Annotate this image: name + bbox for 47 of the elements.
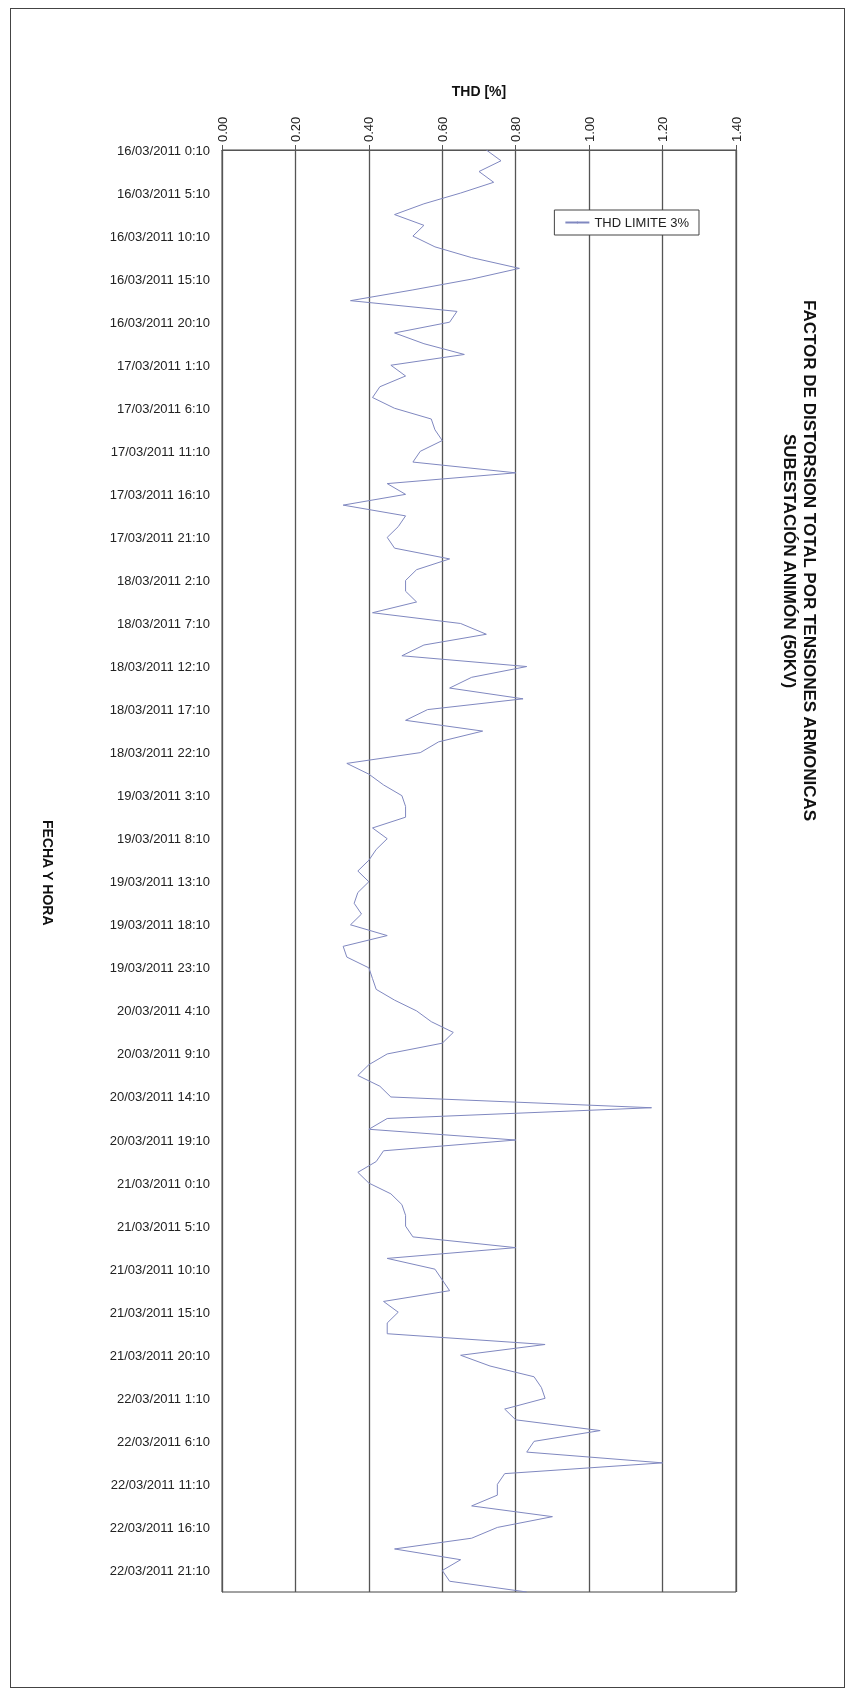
y-tick-label: 16/03/2011 20:10 (109, 314, 210, 330)
y-tick-label: 22/03/2011 21:10 (109, 1562, 210, 1578)
y-tick-label: 21/03/2011 15:10 (109, 1304, 210, 1320)
y-tick-label: 18/03/2011 17:10 (109, 702, 210, 718)
x-tick-label: 0.40 (361, 116, 377, 142)
x-tick-label: 1.20 (655, 116, 671, 142)
y-tick-label: 19/03/2011 3:10 (116, 788, 210, 804)
y-tick-label: 20/03/2011 9:10 (116, 1046, 210, 1062)
y-tick-label: 18/03/2011 22:10 (109, 745, 210, 761)
y-tick-label: 22/03/2011 16:10 (109, 1519, 210, 1535)
y-tick-label: 17/03/2011 21:10 (109, 529, 210, 545)
y-tick-label: 18/03/2011 2:10 (116, 572, 210, 588)
y-tick-label: 18/03/2011 7:10 (116, 615, 210, 631)
y-tick-label: 16/03/2011 5:10 (116, 185, 210, 201)
y-tick-label: 16/03/2011 10:10 (109, 228, 210, 244)
y-axis-title: FECHA Y HORA (40, 820, 56, 926)
y-tick-label: 21/03/2011 20:10 (109, 1347, 210, 1363)
y-tick-label: 20/03/2011 4:10 (116, 1003, 210, 1019)
y-tick-label: 19/03/2011 18:10 (109, 917, 210, 933)
x-axis-title: THD [%] (451, 83, 507, 99)
y-tick-label: 22/03/2011 6:10 (116, 1433, 210, 1449)
y-tick-label: 17/03/2011 11:10 (110, 443, 210, 459)
y-tick-label: 17/03/2011 1:10 (116, 357, 210, 373)
y-tick-label: 20/03/2011 14:10 (109, 1089, 210, 1105)
x-tick-label: 0.80 (508, 116, 524, 142)
x-tick-label: 0.20 (287, 116, 303, 142)
text: SUBESTACIÓN ANIMÓN (50KV) (779, 432, 799, 690)
y-tick-label: 21/03/2011 10:10 (109, 1261, 210, 1277)
y-tick-label: 19/03/2011 13:10 (109, 874, 210, 890)
y-tick-label: 22/03/2011 1:10 (116, 1390, 210, 1406)
y-tick-label: 19/03/2011 23:10 (109, 960, 210, 976)
y-tick-label: 19/03/2011 8:10 (116, 831, 210, 847)
y-tick-label: 20/03/2011 19:10 (109, 1132, 210, 1148)
y-tick-label: 21/03/2011 5:10 (116, 1218, 210, 1234)
y-tick-label: 17/03/2011 16:10 (109, 486, 210, 502)
text: FACTOR DE DISTORSION TOTAL POR TENSIONES ARMONICAS (799, 300, 819, 822)
y-tick-label: 21/03/2011 0:10 (116, 1175, 210, 1191)
y-tick-label: 16/03/2011 0:10 (116, 142, 210, 158)
x-tick-label: 1.40 (728, 116, 744, 142)
y-tick-label: 16/03/2011 15:10 (109, 271, 210, 287)
x-tick-label: 0.00 (214, 116, 230, 142)
y-tick-label: 22/03/2011 11:10 (110, 1476, 210, 1492)
y-tick-label: 17/03/2011 6:10 (116, 400, 210, 416)
legend-label: THD LIMITE 3% (594, 215, 690, 230)
x-tick-label: 1.00 (581, 116, 597, 142)
x-tick-label: 0.60 (434, 116, 450, 142)
y-tick-label: 18/03/2011 12:10 (109, 659, 210, 675)
